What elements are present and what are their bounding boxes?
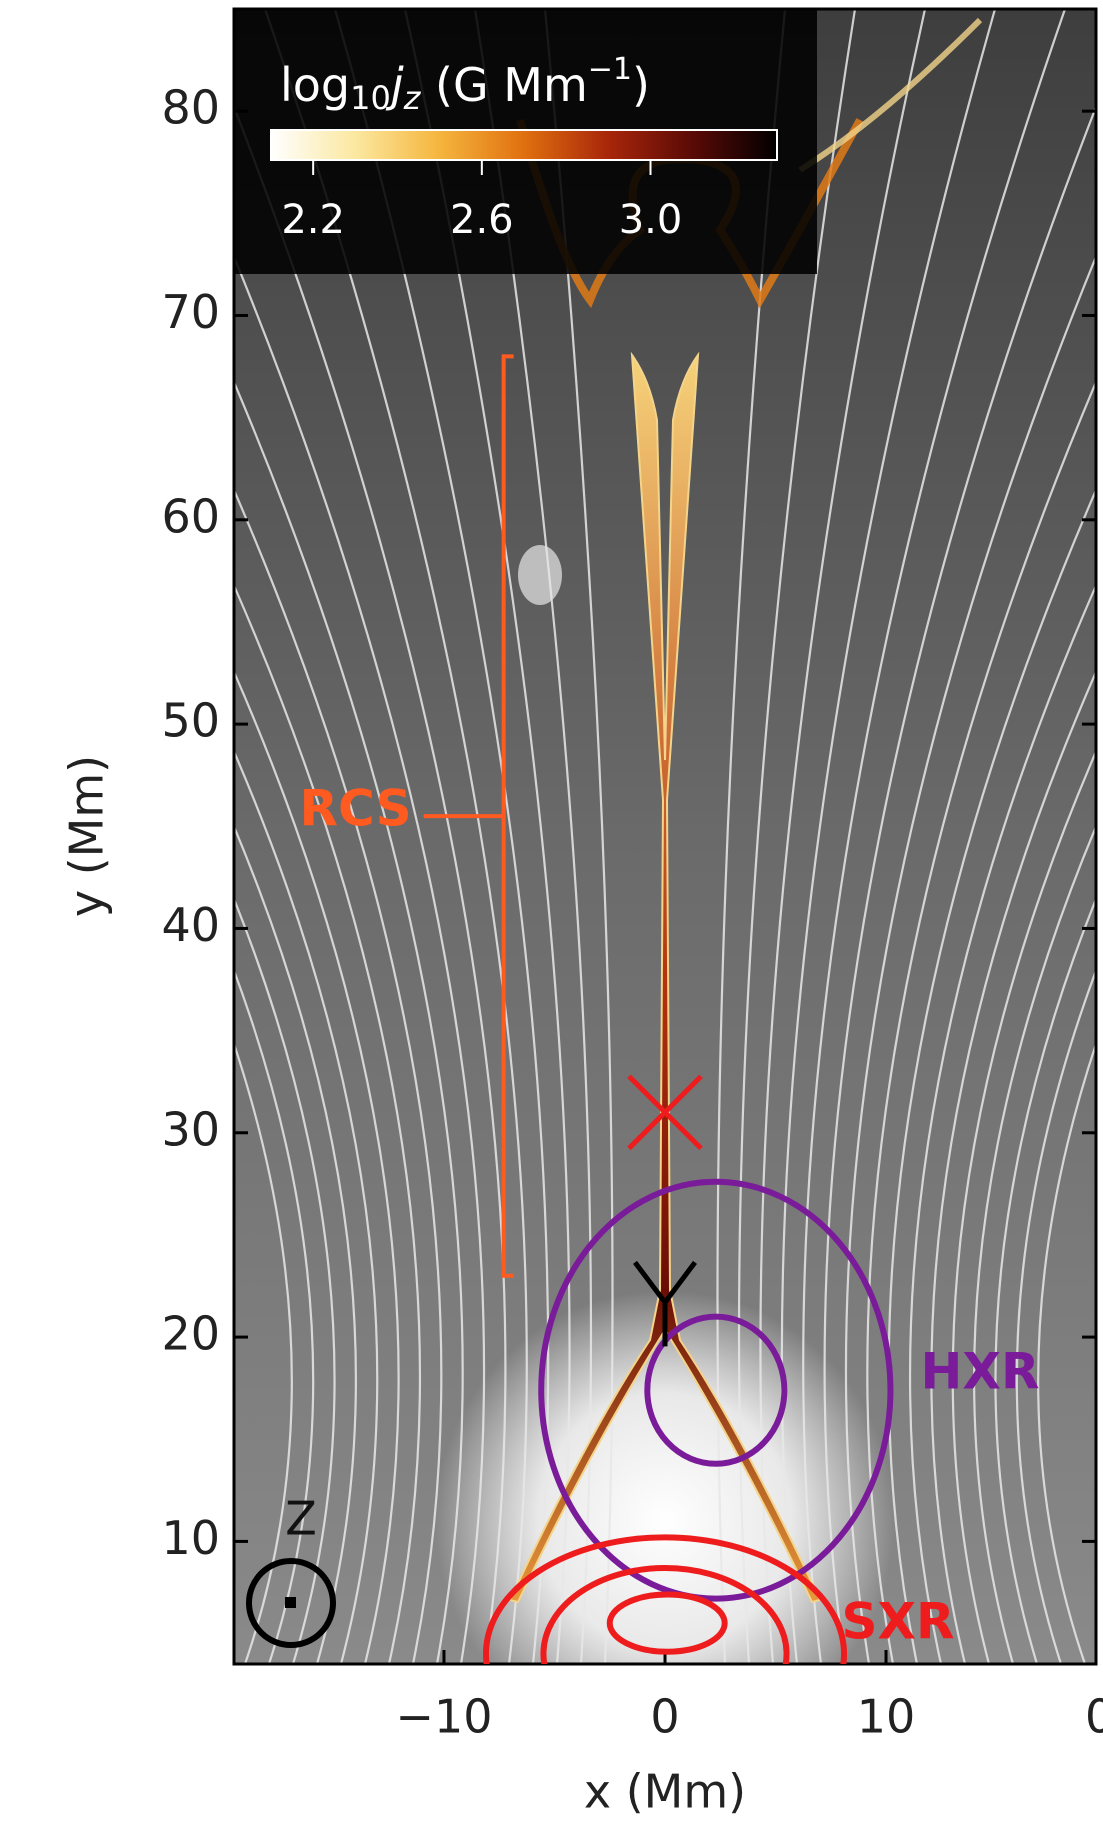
colorbar-label-part: (G Mm bbox=[420, 58, 587, 112]
y-tick-label: 50 bbox=[161, 694, 220, 748]
figure: log10jz (G Mm−1) Z x (Mm) y (Mm) 0 10203… bbox=[0, 0, 1103, 1823]
colorbar-label-part: −1 bbox=[588, 52, 632, 87]
colorbar-tick-label: 2.6 bbox=[450, 197, 514, 243]
y-tick-label: 20 bbox=[161, 1307, 220, 1361]
rcs-label: RCS bbox=[300, 780, 412, 838]
x-tick-label: 10 bbox=[857, 1690, 916, 1744]
y-tick-label: 40 bbox=[161, 898, 220, 952]
colorbar-label-part: ) bbox=[632, 58, 650, 112]
x-tick-label: 0 bbox=[650, 1690, 679, 1744]
colorbar-label-part: log bbox=[280, 58, 350, 112]
colorbar-tick-label: 3.0 bbox=[619, 197, 683, 243]
y-tick-label: 70 bbox=[161, 285, 220, 339]
colorbar bbox=[271, 130, 777, 160]
bright-spot bbox=[518, 545, 562, 605]
y-axis-label: y (Mm) bbox=[60, 755, 114, 917]
neighbor-x-tick-label: 0 bbox=[1085, 1690, 1103, 1744]
y-tick-label: 10 bbox=[161, 1511, 220, 1565]
y-tick-label: 30 bbox=[161, 1102, 220, 1156]
y-tick-label: 60 bbox=[161, 489, 220, 543]
colorbar-label-part: z bbox=[403, 79, 422, 117]
x-axis-label: x (Mm) bbox=[584, 1765, 746, 1819]
x-tick-label: −10 bbox=[395, 1690, 492, 1744]
contour-label: HXR bbox=[921, 1343, 1040, 1401]
colorbar-tick-label: 2.2 bbox=[281, 197, 345, 243]
bright-loops bbox=[435, 1290, 895, 1750]
z-dot bbox=[285, 1597, 296, 1608]
y-tick-label: 80 bbox=[161, 81, 220, 135]
colorbar-label-part: 10 bbox=[350, 79, 391, 117]
contour-label: SXR bbox=[841, 1593, 954, 1651]
z-label: Z bbox=[285, 1492, 317, 1546]
